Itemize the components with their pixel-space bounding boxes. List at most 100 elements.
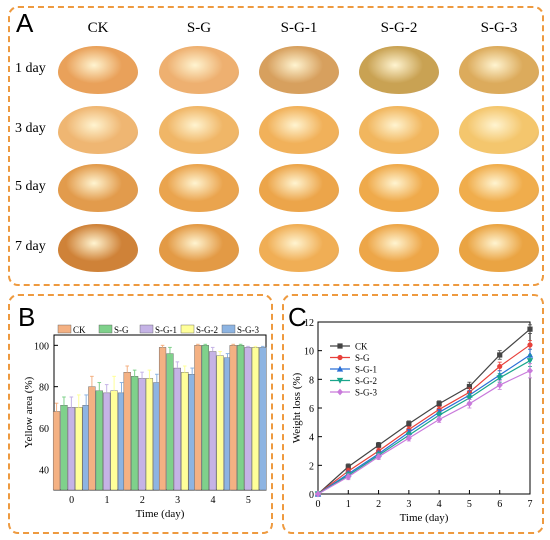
- data-point: [466, 383, 473, 390]
- y-tick-label: 4: [309, 433, 314, 444]
- mango-photo: [58, 46, 138, 94]
- panel-b-frame: [8, 294, 273, 534]
- panel-a-frame: [8, 6, 544, 286]
- column-header-s-g-2: S-G-2: [380, 20, 418, 36]
- mango-photo: [58, 164, 138, 212]
- legend-marker: [337, 388, 343, 396]
- y-tick-label: 40: [39, 465, 49, 476]
- y-tick-label: 10: [304, 347, 314, 358]
- row-label-7-day: 7 day: [15, 239, 46, 254]
- x-tick-label: 1: [346, 499, 351, 510]
- series-line: [317, 360, 531, 495]
- mango-photo: [459, 106, 539, 154]
- x-tick-label: 0: [69, 495, 74, 506]
- series-line: [317, 370, 531, 495]
- data-point: [375, 442, 382, 448]
- data-point: [497, 363, 503, 370]
- legend-swatch: [57, 324, 72, 334]
- mango-photo: [459, 46, 539, 94]
- y-tick-label: 100: [34, 341, 49, 352]
- x-tick-label: 3: [175, 495, 180, 506]
- x-axis-label: Time (day): [400, 512, 449, 524]
- data-point: [527, 326, 533, 332]
- legend-label: S-G-2: [355, 376, 377, 386]
- mango-photo: [159, 224, 239, 272]
- mango-photo: [259, 224, 339, 272]
- series-line: [317, 344, 531, 495]
- x-tick-label: 6: [497, 499, 502, 510]
- mango-photo: [159, 164, 239, 212]
- panel-a-letter: A: [16, 8, 34, 38]
- y-tick-label: 2: [309, 461, 314, 472]
- mango-photo: [259, 46, 339, 94]
- x-tick-label: 0: [316, 499, 321, 510]
- data-point: [435, 412, 443, 419]
- mango-photo: [359, 224, 439, 272]
- legend-marker: [337, 354, 343, 361]
- column-header-s-g-3: S-G-3: [480, 20, 518, 36]
- y-axis-label: Weight loss (%): [291, 372, 303, 443]
- legend-label: S-G-3: [237, 325, 259, 335]
- panel-b-letter: B: [18, 302, 36, 332]
- legend-label: S-G-2: [196, 325, 218, 335]
- column-header-ck: CK: [87, 20, 109, 36]
- data-point: [496, 381, 503, 389]
- legend-label: S-G-1: [155, 325, 177, 335]
- data-point: [527, 367, 533, 375]
- x-tick-label: 5: [467, 499, 472, 510]
- data-point: [436, 416, 443, 423]
- legend-label: S-G: [355, 353, 370, 363]
- x-axis-label: Time (day): [136, 508, 185, 520]
- x-tick-label: 1: [105, 495, 110, 506]
- mango-photo: [259, 106, 339, 154]
- x-tick-label: 5: [246, 495, 251, 506]
- mango-photo: [58, 224, 138, 272]
- mango-photo: [159, 46, 239, 94]
- panel-c-letter: C: [288, 302, 307, 332]
- legend-label: CK: [355, 342, 368, 352]
- column-header-s-g-1: S-G-1: [280, 20, 318, 36]
- mango-photo: [359, 106, 439, 154]
- y-tick-label: 12: [304, 318, 314, 329]
- row-label-5-day: 5 day: [15, 179, 46, 194]
- column-header-s-g: S-G: [186, 20, 212, 36]
- legend-swatch: [221, 324, 236, 334]
- mango-photo: [459, 164, 539, 212]
- data-point: [345, 464, 351, 470]
- y-tick-label: 0: [309, 490, 314, 501]
- legend-label: S-G-1: [355, 365, 377, 375]
- data-point: [345, 473, 352, 481]
- y-tick-label: 60: [39, 424, 49, 435]
- x-tick-label: 3: [406, 499, 411, 510]
- data-point: [405, 434, 412, 442]
- mango-photo: [58, 106, 138, 154]
- legend-marker: [336, 377, 344, 384]
- row-label-3-day: 3 day: [15, 121, 46, 136]
- data-point: [315, 490, 321, 498]
- mango-photo: [259, 164, 339, 212]
- data-point: [436, 401, 442, 407]
- series-line: [317, 354, 531, 495]
- x-tick-label: 7: [528, 499, 533, 510]
- legend-label: CK: [73, 325, 86, 335]
- mango-photo: [159, 106, 239, 154]
- data-point: [526, 358, 534, 364]
- legend-swatch: [98, 324, 113, 334]
- data-point: [375, 453, 382, 461]
- mango-photo: [359, 46, 439, 94]
- mango-photo: [459, 224, 539, 272]
- x-tick-label: 2: [140, 495, 145, 506]
- x-tick-label: 4: [211, 495, 216, 506]
- panel-c-frame: [282, 294, 544, 534]
- legend-label: S-G-3: [355, 388, 377, 398]
- y-tick-label: 80: [39, 383, 49, 394]
- y-tick-label: 6: [309, 404, 314, 415]
- legend-label: S-G: [114, 325, 129, 335]
- data-point: [466, 400, 473, 408]
- y-tick-label: 8: [309, 375, 314, 386]
- data-point: [406, 421, 412, 427]
- data-point: [497, 352, 503, 358]
- x-tick-label: 4: [437, 499, 442, 510]
